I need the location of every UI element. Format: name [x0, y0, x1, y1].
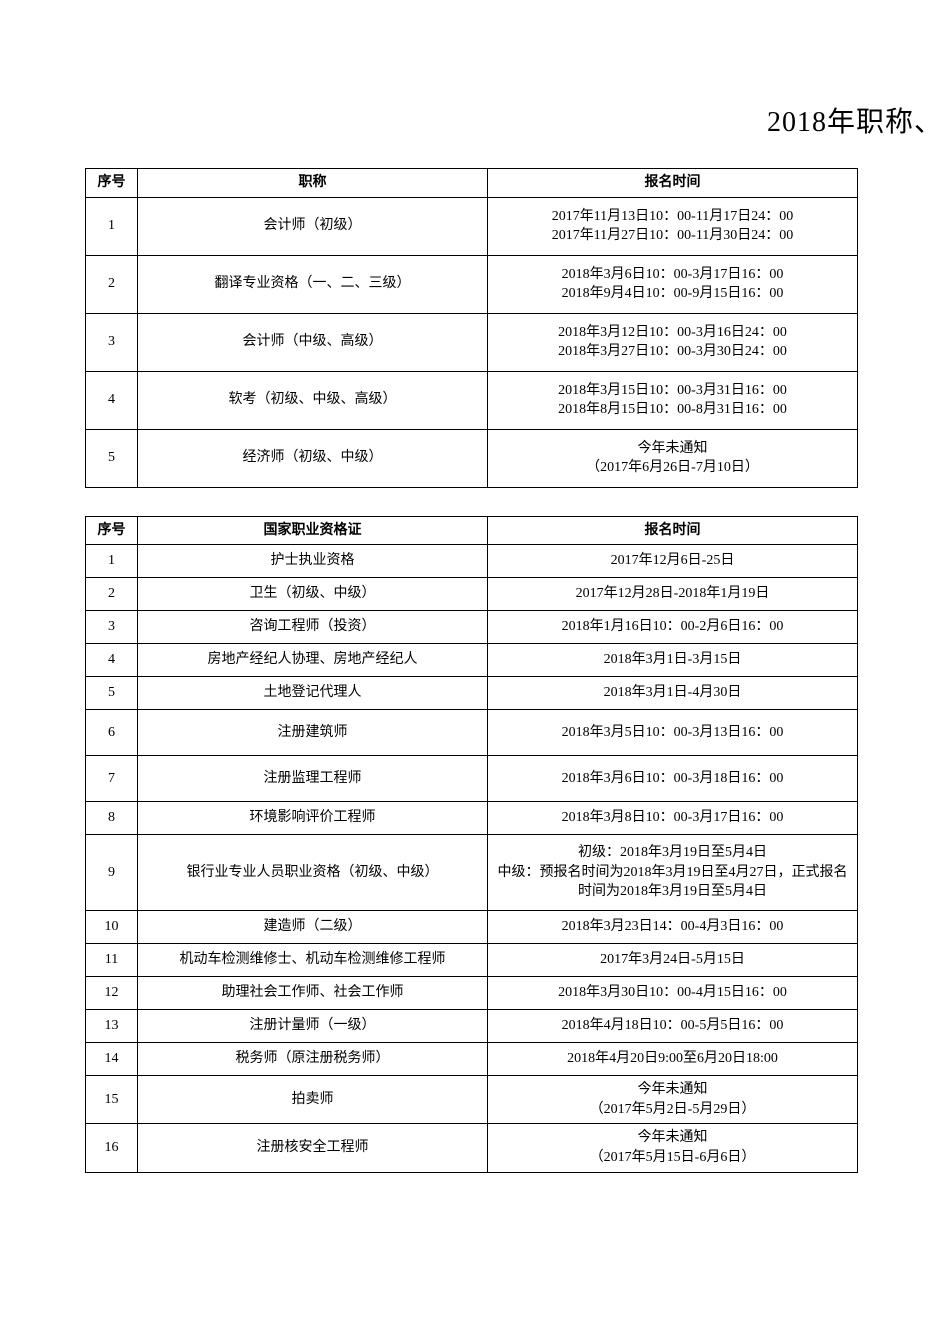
- cell-seq: 14: [86, 1043, 138, 1076]
- cell-seq: 4: [86, 371, 138, 429]
- header-seq: 序号: [86, 169, 138, 198]
- cell-time: 初级：2018年3月19日至5月4日 中级：预报名时间为2018年3月19日至4…: [488, 835, 858, 911]
- table-row: 13注册计量师（一级）2018年4月18日10：00-5月5日16：00: [86, 1010, 858, 1043]
- cell-time: 今年未通知 （2017年5月15日-6月6日）: [488, 1124, 858, 1172]
- cell-title: 卫生（初级、中级）: [138, 578, 488, 611]
- cell-time: 2018年3月6日10：00-3月17日16：00 2018年9月4日10：00…: [488, 255, 858, 313]
- cell-title: 房地产经纪人协理、房地产经纪人: [138, 644, 488, 677]
- cell-seq: 13: [86, 1010, 138, 1043]
- table-row: 15拍卖师今年未通知 （2017年5月2日-5月29日）: [86, 1076, 858, 1124]
- cell-seq: 3: [86, 313, 138, 371]
- cell-seq: 3: [86, 611, 138, 644]
- cell-seq: 2: [86, 255, 138, 313]
- table-titles: 序号 职称 报名时间 1会计师（初级）2017年11月13日10：00-11月1…: [85, 168, 858, 488]
- cell-seq: 8: [86, 802, 138, 835]
- table-qualifications: 序号 国家职业资格证 报名时间 1护士执业资格2017年12月6日-25日2卫生…: [85, 516, 858, 1173]
- cell-time: 2017年3月24日-5月15日: [488, 944, 858, 977]
- table-row: 3会计师（中级、高级）2018年3月12日10：00-3月16日24：00 20…: [86, 313, 858, 371]
- table-row: 1护士执业资格2017年12月6日-25日: [86, 545, 858, 578]
- cell-time: 今年未通知 （2017年6月26日-7月10日）: [488, 429, 858, 487]
- cell-seq: 9: [86, 835, 138, 911]
- cell-title: 经济师（初级、中级）: [138, 429, 488, 487]
- cell-seq: 4: [86, 644, 138, 677]
- cell-time: 2017年11月13日10：00-11月17日24：00 2017年11月27日…: [488, 197, 858, 255]
- table2-body: 1护士执业资格2017年12月6日-25日2卫生（初级、中级）2017年12月2…: [86, 545, 858, 1172]
- table-header-row: 序号 国家职业资格证 报名时间: [86, 516, 858, 545]
- cell-seq: 6: [86, 710, 138, 756]
- cell-title: 会计师（初级）: [138, 197, 488, 255]
- table-row: 9银行业专业人员职业资格（初级、中级）初级：2018年3月19日至5月4日 中级…: [86, 835, 858, 911]
- cell-title: 土地登记代理人: [138, 677, 488, 710]
- cell-seq: 12: [86, 977, 138, 1010]
- cell-time: 2018年3月1日-3月15日: [488, 644, 858, 677]
- table-header-row: 序号 职称 报名时间: [86, 169, 858, 198]
- cell-time: 2018年3月8日10：00-3月17日16：00: [488, 802, 858, 835]
- cell-seq: 5: [86, 677, 138, 710]
- table-row: 4房地产经纪人协理、房地产经纪人2018年3月1日-3月15日: [86, 644, 858, 677]
- cell-title: 注册建筑师: [138, 710, 488, 756]
- cell-seq: 15: [86, 1076, 138, 1124]
- cell-time: 2017年12月6日-25日: [488, 545, 858, 578]
- page-title: 2018年职称、: [85, 100, 945, 140]
- cell-seq: 7: [86, 756, 138, 802]
- table-row: 8环境影响评价工程师2018年3月8日10：00-3月17日16：00: [86, 802, 858, 835]
- cell-time: 2018年3月23日14：00-4月3日16：00: [488, 911, 858, 944]
- cell-time: 2017年12月28日-2018年1月19日: [488, 578, 858, 611]
- cell-title: 注册计量师（一级）: [138, 1010, 488, 1043]
- cell-seq: 2: [86, 578, 138, 611]
- table-row: 10建造师（二级）2018年3月23日14：00-4月3日16：00: [86, 911, 858, 944]
- table-row: 5土地登记代理人2018年3月1日-4月30日: [86, 677, 858, 710]
- cell-seq: 1: [86, 197, 138, 255]
- table-row: 12助理社会工作师、社会工作师2018年3月30日10：00-4月15日16：0…: [86, 977, 858, 1010]
- cell-time: 2018年3月5日10：00-3月13日16：00: [488, 710, 858, 756]
- cell-title: 注册核安全工程师: [138, 1124, 488, 1172]
- cell-time: 今年未通知 （2017年5月2日-5月29日）: [488, 1076, 858, 1124]
- cell-title: 银行业专业人员职业资格（初级、中级）: [138, 835, 488, 911]
- cell-title: 会计师（中级、高级）: [138, 313, 488, 371]
- cell-time: 2018年3月30日10：00-4月15日16：00: [488, 977, 858, 1010]
- cell-title: 拍卖师: [138, 1076, 488, 1124]
- cell-time: 2018年4月18日10：00-5月5日16：00: [488, 1010, 858, 1043]
- table-row: 14税务师（原注册税务师）2018年4月20日9:00至6月20日18:00: [86, 1043, 858, 1076]
- cell-seq: 16: [86, 1124, 138, 1172]
- table-row: 16注册核安全工程师今年未通知 （2017年5月15日-6月6日）: [86, 1124, 858, 1172]
- cell-title: 环境影响评价工程师: [138, 802, 488, 835]
- table-row: 7注册监理工程师2018年3月6日10：00-3月18日16：00: [86, 756, 858, 802]
- cell-seq: 1: [86, 545, 138, 578]
- header-title: 国家职业资格证: [138, 516, 488, 545]
- table-row: 11机动车检测维修士、机动车检测维修工程师2017年3月24日-5月15日: [86, 944, 858, 977]
- cell-title: 机动车检测维修士、机动车检测维修工程师: [138, 944, 488, 977]
- table-row: 3咨询工程师（投资）2018年1月16日10：00-2月6日16：00: [86, 611, 858, 644]
- cell-title: 翻译专业资格（一、二、三级）: [138, 255, 488, 313]
- header-title: 职称: [138, 169, 488, 198]
- page-content: 2018年职称、 序号 职称 报名时间 1会计师（初级）2017年11月13日1…: [0, 0, 945, 1173]
- table-row: 4软考（初级、中级、高级）2018年3月15日10：00-3月31日16：00 …: [86, 371, 858, 429]
- table-row: 1会计师（初级）2017年11月13日10：00-11月17日24：00 201…: [86, 197, 858, 255]
- cell-seq: 5: [86, 429, 138, 487]
- header-seq: 序号: [86, 516, 138, 545]
- cell-title: 软考（初级、中级、高级）: [138, 371, 488, 429]
- table-row: 2卫生（初级、中级）2017年12月28日-2018年1月19日: [86, 578, 858, 611]
- cell-time: 2018年3月6日10：00-3月18日16：00: [488, 756, 858, 802]
- cell-title: 助理社会工作师、社会工作师: [138, 977, 488, 1010]
- table1-body: 1会计师（初级）2017年11月13日10：00-11月17日24：00 201…: [86, 197, 858, 487]
- cell-time: 2018年3月12日10：00-3月16日24：00 2018年3月27日10：…: [488, 313, 858, 371]
- header-time: 报名时间: [488, 516, 858, 545]
- header-time: 报名时间: [488, 169, 858, 198]
- cell-time: 2018年4月20日9:00至6月20日18:00: [488, 1043, 858, 1076]
- cell-title: 税务师（原注册税务师）: [138, 1043, 488, 1076]
- cell-time: 2018年3月1日-4月30日: [488, 677, 858, 710]
- cell-title: 注册监理工程师: [138, 756, 488, 802]
- cell-title: 建造师（二级）: [138, 911, 488, 944]
- table-row: 6注册建筑师2018年3月5日10：00-3月13日16：00: [86, 710, 858, 756]
- table-row: 2翻译专业资格（一、二、三级）2018年3月6日10：00-3月17日16：00…: [86, 255, 858, 313]
- table-row: 5经济师（初级、中级）今年未通知 （2017年6月26日-7月10日）: [86, 429, 858, 487]
- cell-seq: 11: [86, 944, 138, 977]
- cell-title: 咨询工程师（投资）: [138, 611, 488, 644]
- cell-time: 2018年1月16日10：00-2月6日16：00: [488, 611, 858, 644]
- cell-time: 2018年3月15日10：00-3月31日16：00 2018年8月15日10：…: [488, 371, 858, 429]
- cell-seq: 10: [86, 911, 138, 944]
- cell-title: 护士执业资格: [138, 545, 488, 578]
